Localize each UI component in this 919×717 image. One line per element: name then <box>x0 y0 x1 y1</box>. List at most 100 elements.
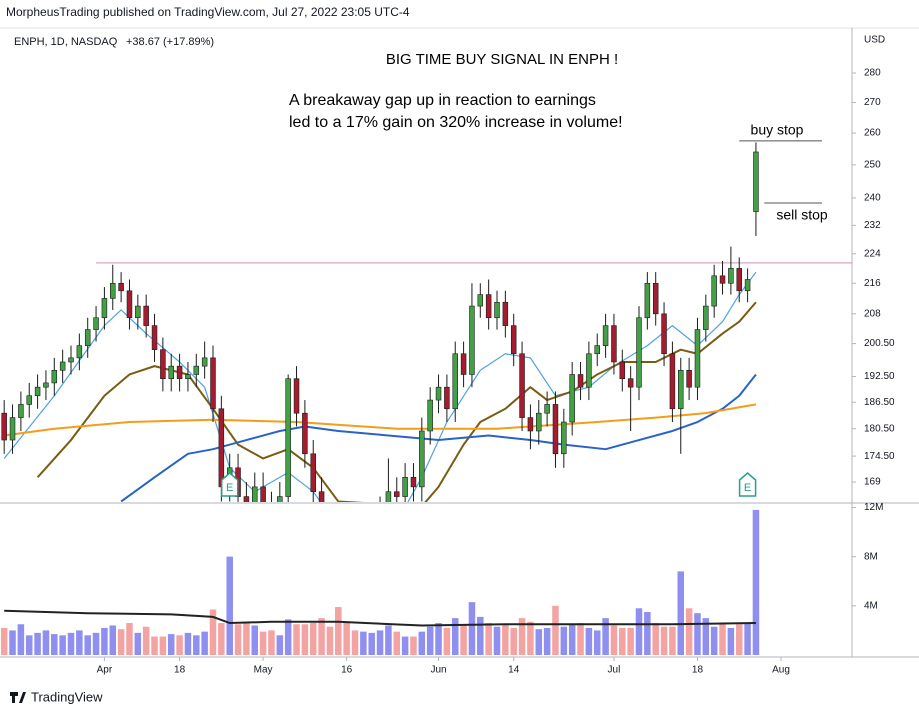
y-tick-label: 232 <box>864 220 881 231</box>
volume-bar <box>560 626 568 655</box>
annotation: A breakaway gap up in reaction to earnin… <box>289 92 596 109</box>
volume-bar <box>502 624 509 655</box>
candle-body <box>218 408 225 488</box>
candle-body <box>703 305 709 330</box>
x-tick-label: Apr <box>97 665 113 676</box>
volume-bar <box>685 608 693 655</box>
candle-body <box>168 365 174 379</box>
candle-body <box>728 268 734 284</box>
candle-body <box>527 417 534 432</box>
volume-bar <box>577 623 584 655</box>
volume-bar <box>702 618 710 655</box>
y-tick-label: 169 <box>864 477 881 488</box>
volume-bar <box>485 623 492 655</box>
volume-bar <box>42 630 50 655</box>
volume-bar <box>109 625 117 655</box>
volume-bar <box>468 602 476 655</box>
earnings-marker <box>738 472 757 497</box>
volume-bar <box>51 634 58 655</box>
candle-body <box>176 365 183 379</box>
volume-bar <box>493 626 501 655</box>
y-tick-label: 270 <box>864 97 881 108</box>
volume-bar <box>660 626 668 655</box>
candle-body <box>9 417 16 441</box>
volume-bar <box>727 627 735 655</box>
y-tick-label: 192.50 <box>864 371 895 382</box>
candle-body <box>101 298 108 319</box>
volume-bar <box>443 627 451 655</box>
candle-body <box>293 378 300 414</box>
volume-bar <box>9 630 16 655</box>
volume-bar <box>209 609 217 655</box>
volume-bar <box>293 624 300 655</box>
volume-bar <box>184 632 192 655</box>
volume-bar <box>17 624 25 655</box>
candle-body <box>452 353 458 410</box>
volume-bar <box>477 616 484 655</box>
candle-body <box>18 404 24 418</box>
volume-bar <box>744 623 751 655</box>
volume-bar <box>535 629 543 655</box>
stop-label: sell stop <box>776 207 828 223</box>
volume-bar <box>543 627 551 655</box>
volume-bar <box>343 621 350 655</box>
candle-body <box>118 282 124 292</box>
x-tick-label: 16 <box>341 665 353 676</box>
volume-bar <box>101 627 108 655</box>
candle-body <box>469 305 475 375</box>
candle-body <box>34 386 41 397</box>
candle-body <box>686 369 692 388</box>
candle-body <box>1 412 7 441</box>
volume-bar <box>351 630 359 655</box>
candle-body <box>627 378 634 388</box>
candle-body <box>76 345 83 359</box>
logo <box>10 692 26 703</box>
candle-body <box>201 357 208 367</box>
candle-body <box>569 374 575 423</box>
earnings-label: E <box>226 482 233 494</box>
volume-bar <box>167 634 175 655</box>
volume-bar <box>393 631 401 655</box>
volume-bar <box>627 627 634 655</box>
volume-bar <box>34 632 41 655</box>
volume-pane <box>0 509 760 655</box>
candle-body <box>477 294 484 307</box>
candle-body <box>561 421 567 455</box>
volume-bar <box>418 631 426 655</box>
x-tick-label: 18 <box>174 665 186 676</box>
moving-average <box>120 373 757 502</box>
candle-body <box>151 325 158 350</box>
candle-body <box>694 329 701 388</box>
candle-body <box>652 282 659 315</box>
candle-body <box>661 313 667 355</box>
volume-bar <box>669 626 676 655</box>
volume-bar <box>134 632 142 655</box>
x-tick-label: Aug <box>772 665 790 676</box>
candle-body <box>402 476 408 497</box>
volume-bar <box>635 608 643 655</box>
volume-bar <box>159 636 167 655</box>
candle-body <box>419 430 425 488</box>
x-tick-label: Jun <box>430 665 446 676</box>
candle-body <box>260 486 266 502</box>
candle-body <box>59 361 66 371</box>
candle-body <box>68 357 74 363</box>
y-tick-label: 208 <box>864 308 881 319</box>
y-tick-label: 260 <box>864 128 881 139</box>
volume-bar <box>151 636 158 655</box>
volume-bar <box>585 627 593 655</box>
price-pane <box>1 140 852 502</box>
volume-bar <box>593 630 601 655</box>
volume-bar <box>268 630 275 655</box>
change: +38.67 (+17.89%) <box>126 36 214 48</box>
volume-bar <box>309 623 317 655</box>
candle-body <box>502 301 509 326</box>
volume-bar <box>410 636 417 655</box>
volume-bar <box>719 624 726 655</box>
candle-body <box>277 496 283 502</box>
candle-body <box>427 399 433 432</box>
volume-bar <box>92 632 100 655</box>
volume-bar <box>385 625 392 655</box>
candle-body <box>510 325 517 355</box>
